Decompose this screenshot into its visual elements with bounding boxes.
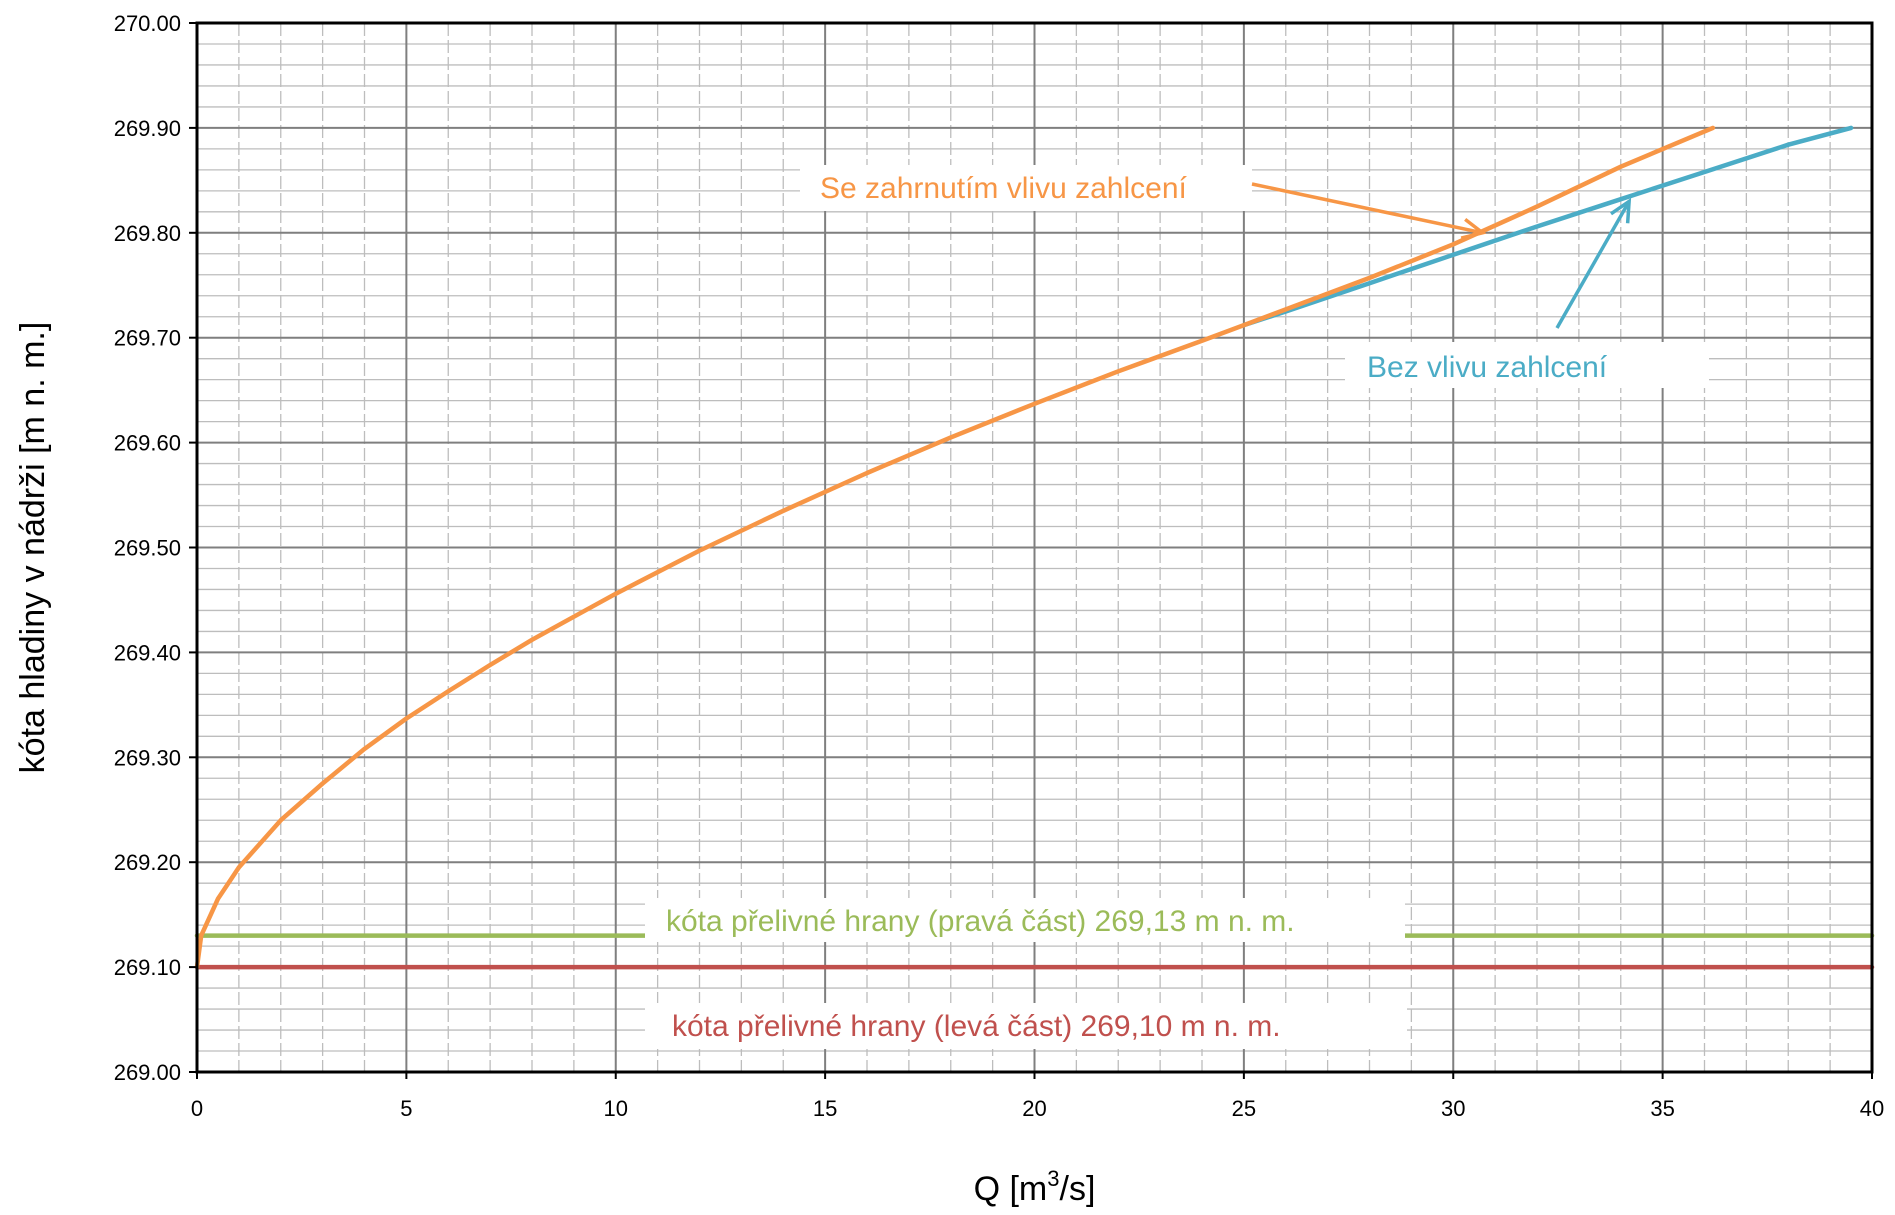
x-axis-title: Q [m3/s] xyxy=(974,1166,1096,1208)
annotation-1: Bez vlivu zahlcení xyxy=(1345,197,1709,388)
x-tick-label: 30 xyxy=(1441,1096,1465,1121)
y-tick-label: 269.30 xyxy=(114,745,181,770)
annotation-label: Se zahrnutím vlivu zahlcení xyxy=(820,172,1188,205)
annotation-box xyxy=(645,898,1405,942)
x-tick-label: 10 xyxy=(604,1096,628,1121)
y-tick-label: 269.40 xyxy=(114,640,181,665)
series-line xyxy=(1241,125,1854,328)
y-tick-label: 269.50 xyxy=(114,536,181,561)
major-grid xyxy=(197,23,1872,1072)
annotation-box xyxy=(645,1003,1407,1049)
annotation-layer: Se zahrnutím vlivu zahlcení Bez vlivu zah… xyxy=(645,165,1709,1049)
x-tick-label: 0 xyxy=(191,1096,203,1121)
y-tick-label: 269.60 xyxy=(114,431,181,456)
annotation-arrowhead xyxy=(1610,197,1632,224)
annotation-box xyxy=(800,165,1252,211)
x-tick-label: 5 xyxy=(400,1096,412,1121)
y-tick-label: 269.70 xyxy=(114,326,181,351)
y-tick-label: 269.00 xyxy=(114,1060,181,1085)
y-tick-label: 269.10 xyxy=(114,955,181,980)
annotation-label: kóta přelivné hrany (levá část) 269,10 m… xyxy=(672,1010,1281,1043)
annotation-box xyxy=(1345,342,1709,388)
series-line xyxy=(194,125,1716,970)
annotation-arrowhead xyxy=(1460,217,1487,240)
y-tick-label: 269.20 xyxy=(114,850,181,875)
series-0 xyxy=(194,125,1716,970)
series-1 xyxy=(1241,125,1854,328)
y-tick-label: 269.80 xyxy=(114,221,181,246)
annotation-arrow xyxy=(1555,200,1631,329)
annotation-arrow xyxy=(1251,182,1483,235)
annotation-3: kóta přelivné hrany (levá část) 269,10 m… xyxy=(645,1003,1407,1049)
annotation-2: kóta přelivné hrany (pravá část) 269,13 … xyxy=(645,898,1405,942)
annotation-label: kóta přelivné hrany (pravá část) 269,13 … xyxy=(666,905,1295,938)
y-tick-label: 269.90 xyxy=(114,116,181,141)
x-tick-label: 15 xyxy=(813,1096,837,1121)
y-tick-label: 270.00 xyxy=(114,11,181,36)
y-tick-labels: 269.00 269.10 269.20 269.30 269.40 269.50 269.… xyxy=(114,11,197,1085)
annotation-0: Se zahrnutím vlivu zahlcení xyxy=(800,165,1487,240)
x-tick-label: 40 xyxy=(1860,1096,1884,1121)
x-tick-label: 35 xyxy=(1650,1096,1674,1121)
x-tick-labels: 0 5 10 15 20 25 30 35 40 xyxy=(191,1072,1884,1121)
x-tick-label: 20 xyxy=(1022,1096,1046,1121)
annotation-label: Bez vlivu zahlcení xyxy=(1367,351,1608,384)
x-tick-label: 25 xyxy=(1232,1096,1256,1121)
y-axis-title: kóta hladiny v nádrži [m n. m.] xyxy=(14,322,52,774)
